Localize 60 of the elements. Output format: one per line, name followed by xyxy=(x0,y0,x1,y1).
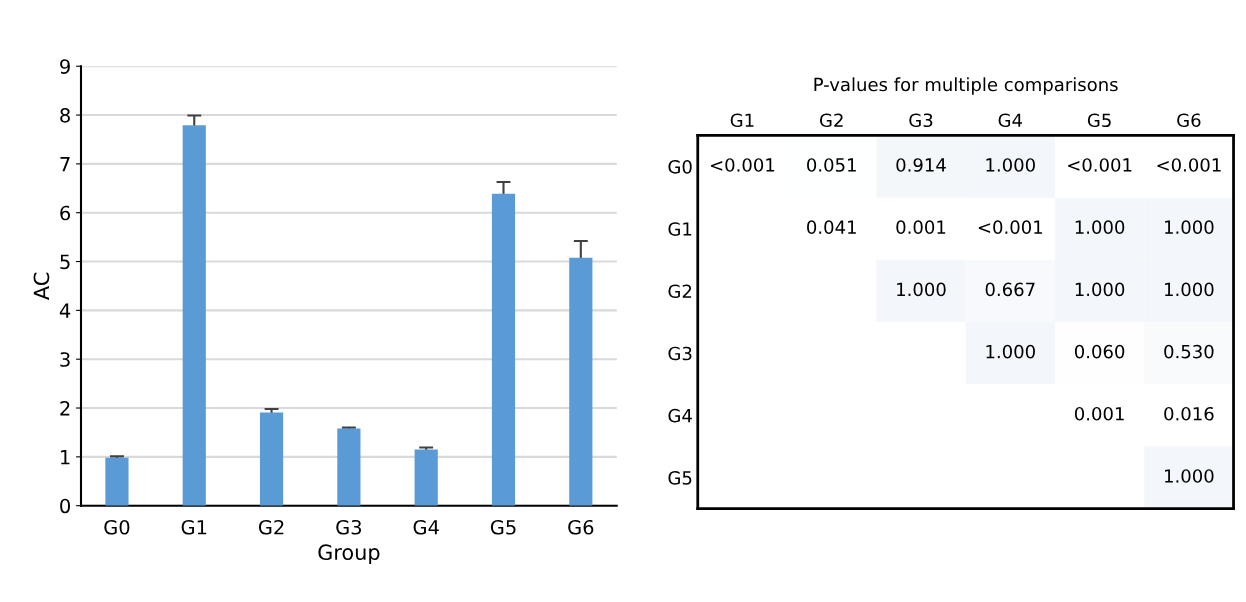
data-label: 1.000 xyxy=(1075,282,1125,297)
data-label: 0.041 xyxy=(807,220,856,234)
data-label: 0.914 xyxy=(896,158,946,172)
chart-title: P-values for multiple comparisons xyxy=(814,77,1118,95)
y-tick-label: 4 xyxy=(59,303,71,318)
text: <0.001 xyxy=(710,158,775,172)
data-label: 0.001 xyxy=(1074,406,1124,421)
y-tick-label: 7 xyxy=(60,157,70,172)
x-tick-label: G5 xyxy=(1087,113,1111,128)
y-tick-label: 1 xyxy=(61,450,70,465)
data-label: 1.000 xyxy=(1075,220,1125,234)
data-label: 0.016 xyxy=(1164,406,1214,421)
y-tick-label: G2 xyxy=(668,284,692,299)
y-tick-label: 3 xyxy=(60,352,70,367)
y-tick-label: 5 xyxy=(60,254,70,270)
x-tick-label: G6 xyxy=(568,519,594,535)
y-tick-label: G3 xyxy=(668,346,692,361)
y-tick-label: 8 xyxy=(60,108,70,123)
data-label: 0.001 xyxy=(896,220,946,234)
bar xyxy=(414,449,438,506)
bar xyxy=(259,412,284,506)
data-label: 1.000 xyxy=(986,158,1035,172)
data-label: 1.000 xyxy=(897,282,946,297)
y-axis-title: AC xyxy=(33,272,50,300)
y-tick-label: G0 xyxy=(668,160,692,174)
x-tick-label: G4 xyxy=(413,519,439,535)
text: <0.001 xyxy=(1068,158,1132,172)
x-tick-label: G0 xyxy=(104,519,130,535)
x-tick-label: G5 xyxy=(490,519,516,535)
data-label: 1.000 xyxy=(986,344,1035,359)
data-label: 0.060 xyxy=(1074,344,1125,359)
bar xyxy=(182,125,206,506)
text: <0.001 xyxy=(1157,158,1221,172)
data-label: 1.000 xyxy=(1165,220,1214,234)
y-tick-label: 2 xyxy=(60,400,70,416)
x-tick-label: G4 xyxy=(998,113,1023,128)
data-label: 1.000 xyxy=(1165,469,1214,483)
data-label: 0.667 xyxy=(985,282,1035,297)
x-tick-label: G3 xyxy=(909,113,933,128)
bar xyxy=(105,457,129,506)
y-tick-label: G1 xyxy=(668,222,692,236)
bar xyxy=(569,257,593,506)
data-label: 0.051 xyxy=(807,158,856,172)
y-tick-label: 9 xyxy=(60,59,70,74)
x-tick-label: G1 xyxy=(181,519,207,535)
data-label: 1.000 xyxy=(1165,282,1214,297)
x-axis-title: Group xyxy=(318,544,380,565)
text: <0.001 xyxy=(978,220,1043,234)
y-tick-label: 6 xyxy=(60,205,71,221)
x-tick-label: G2 xyxy=(258,519,284,535)
x-tick-label: G6 xyxy=(1177,113,1201,128)
y-tick-label: G4 xyxy=(668,408,692,423)
y-tick-label: G5 xyxy=(668,471,692,485)
data-label: 0.530 xyxy=(1164,344,1214,359)
bar xyxy=(491,193,516,506)
bar xyxy=(337,428,361,506)
x-tick-label: G2 xyxy=(819,113,843,128)
x-tick-label: G1 xyxy=(730,113,754,128)
y-tick-label: 0 xyxy=(60,498,70,514)
x-tick-label: G3 xyxy=(336,519,362,535)
